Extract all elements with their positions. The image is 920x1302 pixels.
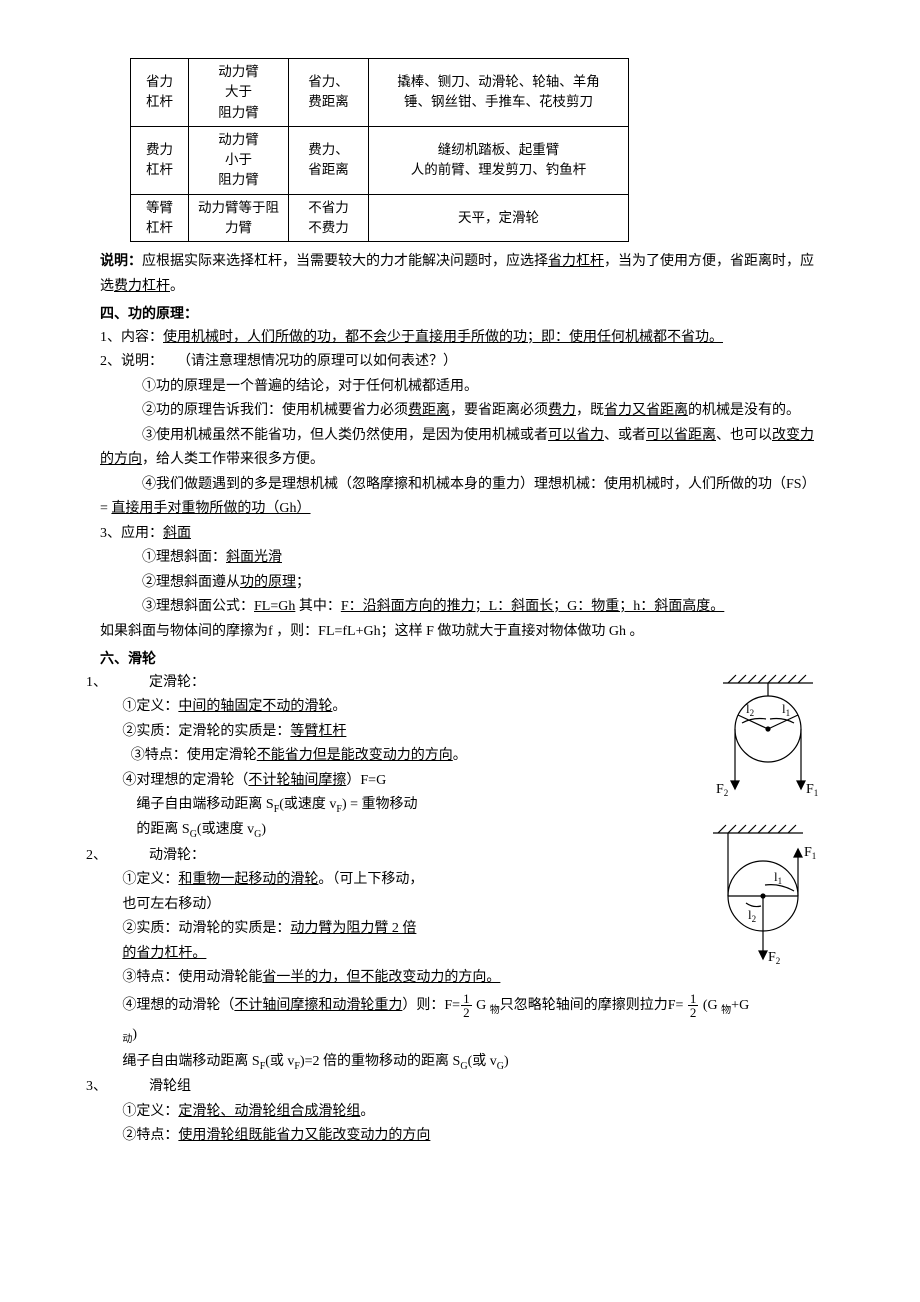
cell: 动力臂 小于 阻力臂	[189, 126, 289, 194]
cell: 等臂 杠杆	[131, 194, 189, 242]
s4-p4: ④我们做题遇到的多是理想机械（忽略摩擦和机械本身的重力）理想机械：使用机械时，人…	[100, 473, 820, 522]
pulley-content: l1 l2 F1 F2	[100, 671, 820, 1149]
s6-m1c: 也可左右移动）	[100, 893, 580, 918]
s6-d5b: 的距离 SG(或速度 vG)	[100, 818, 580, 843]
s6-n2: 2、动滑轮：	[86, 844, 580, 869]
cell: 动力臂等于阻 力臂	[189, 194, 289, 242]
s6-d5: 绳子自由端移动距离 SF(或速度 vF) = 重物移动	[100, 793, 580, 818]
cell: 费力 杠杆	[131, 126, 189, 194]
svg-text:l1: l1	[774, 869, 782, 886]
lever-table: 省力 杠杆 动力臂 大于 阻力臂 省力、 费距离 撬棒、铡刀、动滑轮、轮轴、羊角…	[130, 58, 629, 242]
s4-p5: ①理想斜面：斜面光滑	[100, 546, 820, 571]
s4-line3: 3、应用：斜面	[100, 522, 820, 547]
s6-d1: ①定义：中间的轴固定不动的滑轮。	[100, 695, 580, 720]
s6-m4: ④理想的动滑轮（不计轴间摩擦和动滑轮重力）则：F=12 G 物只忽略轮轴间的摩擦…	[100, 991, 820, 1022]
s6-m4g: 动)	[100, 1021, 820, 1050]
cell: 撬棒、铡刀、动滑轮、轮轴、羊角 锤、钢丝钳、手推车、花枝剪刀	[369, 59, 629, 127]
fixed-pulley-diagram: l1 l2 F1 F2	[688, 671, 838, 821]
s6-m5: 绳子自由端移动距离 SF(或 vF)=2 倍的重物移动的距离 SG(或 vG)	[100, 1050, 820, 1075]
cell: 不省力 不费力	[289, 194, 369, 242]
section-4-title: 四、功的原理：	[100, 301, 820, 326]
s6-m1: ①定义：和重物一起移动的滑轮。（可上下移动，	[100, 868, 580, 893]
svg-text:F2: F2	[768, 950, 780, 966]
s4-p6: ②理想斜面遵从功的原理；	[100, 571, 820, 596]
s4-p7: ③理想斜面公式：FL=Gh 其中：F：沿斜面方向的推力；L：斜面长；G：物重；h…	[100, 595, 820, 620]
svg-text:F1: F1	[804, 845, 816, 861]
s4-p3: ③使用机械虽然不能省功，但人类仍然使用，是因为使用机械或者可以省力、或者可以省距…	[100, 424, 820, 473]
s4-p2: ②功的原理告诉我们：使用机械要省力必须费距离，要省距离必须费力，既省力又省距离的…	[100, 399, 820, 424]
cell: 天平，定滑轮	[369, 194, 629, 242]
cell: 动力臂 大于 阻力臂	[189, 59, 289, 127]
svg-text:F1: F1	[806, 782, 818, 798]
s4-p8: 如果斜面与物体间的摩擦为f ，则：FL=fL+Gh；这样 F 做功就大于直接对物…	[100, 620, 820, 645]
svg-text:l2: l2	[748, 907, 756, 924]
s6-d2: ②实质：定滑轮的实质是：等臂杠杆	[100, 720, 580, 745]
s6-n3: 3、滑轮组	[86, 1075, 820, 1100]
explain-para: 说明：应根据实际来选择杠杆，当需要较大的力才能解决问题时，应选择省力杠杆，当为了…	[100, 248, 820, 299]
s4-p1: ①功的原理是一个普遍的结论，对于任何机械都适用。	[100, 375, 820, 400]
s6-g2: ②特点：使用滑轮组既能省力又能改变动力的方向	[100, 1124, 820, 1149]
explain-label: 说明：	[100, 252, 142, 268]
svg-text:F2: F2	[716, 782, 728, 798]
cell: 费力、 省距离	[289, 126, 369, 194]
s4-line2: 2、说明： （请注意理想情况功的原理可以如何表述？）	[100, 350, 820, 375]
svg-text:l2: l2	[746, 701, 754, 718]
s6-m2b: 的省力杠杆。	[100, 942, 580, 967]
s6-d3: ③特点：使用定滑轮不能省力但是能改变动力的方向。	[100, 744, 580, 769]
s6-n1: 1、定滑轮：	[86, 671, 580, 696]
s6-g1: ①定义：定滑轮、动滑轮组合成滑轮组。	[100, 1100, 820, 1125]
movable-pulley-diagram: l1 l2 F1 F2	[688, 821, 838, 991]
s6-m2: ②实质：动滑轮的实质是：动力臂为阻力臂 2 倍	[100, 917, 580, 942]
s6-d4: ④对理想的定滑轮（不计轮轴间摩擦）F=G	[100, 769, 580, 794]
s4-line1: 1、内容：使用机械时，人们所做的功，都不会少于直接用手所做的功；即：使用任何机械…	[100, 326, 820, 351]
section-6-title: 六、滑轮	[100, 646, 820, 671]
cell: 省力、 费距离	[289, 59, 369, 127]
cell: 缝纫机踏板、起重臂 人的前臂、理发剪刀、钓鱼杆	[369, 126, 629, 194]
cell: 省力 杠杆	[131, 59, 189, 127]
